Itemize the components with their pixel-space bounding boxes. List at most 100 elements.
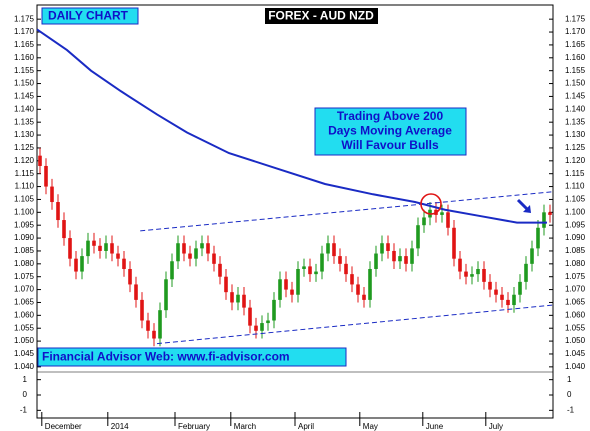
- y-tick-label: 1.050: [565, 336, 586, 345]
- candle-body: [344, 263, 348, 275]
- candle-body: [374, 253, 378, 269]
- candle-body: [182, 243, 186, 254]
- candle-body: [338, 256, 342, 264]
- x-tick-label: December: [45, 422, 82, 431]
- chart-title: FOREX - AUD NZD: [268, 9, 374, 23]
- candle-body: [452, 227, 456, 259]
- y-tick-label: 1.090: [14, 233, 35, 242]
- y-tick-label: 1.110: [15, 182, 35, 191]
- candle-body: [194, 248, 198, 259]
- candle-body: [218, 263, 222, 277]
- candle-body: [116, 253, 120, 259]
- y-tick-label: 1.055: [14, 323, 35, 332]
- x-tick-label: May: [363, 422, 378, 431]
- y-tick-label: 1.100: [565, 207, 586, 216]
- y-tick-label: 1.135: [565, 117, 586, 126]
- candle-body: [44, 165, 48, 187]
- candle-body: [242, 294, 246, 308]
- candle-body: [206, 243, 210, 254]
- candle-body: [230, 292, 234, 303]
- candle-body: [350, 274, 354, 285]
- candle-body: [80, 256, 84, 272]
- y-tick-label: 1.175: [565, 14, 586, 23]
- y-tick-label: 1.105: [565, 195, 586, 204]
- y-tick-label: 1.155: [565, 66, 586, 75]
- y-tick-label: 1.140: [14, 104, 35, 113]
- moving-average: [36, 28, 547, 224]
- candle-body: [98, 245, 102, 251]
- candle-body: [476, 268, 480, 275]
- y-tick-label: 1.070: [14, 285, 35, 294]
- y-tick-label: 1.115: [15, 169, 35, 178]
- candle-body: [68, 238, 72, 259]
- candle-body: [284, 279, 288, 290]
- y2-tick-label: 0: [567, 390, 572, 399]
- candle-body: [548, 212, 552, 215]
- y-tick-label: 1.060: [565, 310, 586, 319]
- candle-body: [524, 263, 528, 282]
- y-tick-label: 1.125: [14, 143, 35, 152]
- annotation-box: [314, 107, 467, 156]
- candle-body: [278, 279, 282, 300]
- y2-tick-label: -1: [567, 405, 575, 414]
- candle-body: [470, 274, 474, 277]
- candle-body: [416, 225, 420, 249]
- candle-body: [398, 256, 402, 262]
- candle-body: [62, 220, 66, 239]
- candle-body: [446, 212, 450, 228]
- y-tick-label: 1.080: [565, 259, 586, 268]
- candle-body: [458, 258, 462, 272]
- y-tick-label: 1.075: [565, 272, 586, 281]
- y-tick-label: 1.040: [14, 362, 35, 371]
- y-tick-label: 1.175: [14, 14, 35, 23]
- y-tick-label: 1.055: [565, 323, 586, 332]
- candle-body: [500, 294, 504, 300]
- annotation-line: Trading Above 200: [337, 109, 444, 123]
- candle-body: [104, 243, 108, 251]
- y-tick-label: 1.040: [565, 362, 586, 371]
- candle-body: [164, 279, 168, 311]
- y-tick-label: 1.050: [14, 336, 35, 345]
- candle-body: [188, 253, 192, 259]
- candle-body: [92, 240, 96, 246]
- x-tick-label: April: [298, 422, 314, 431]
- y-tick-label: 1.120: [14, 156, 35, 165]
- y-tick-label: 1.065: [565, 298, 586, 307]
- candle-body: [146, 320, 150, 331]
- candle-body: [386, 243, 390, 251]
- candle-body: [224, 276, 228, 293]
- y-tick-label: 1.085: [14, 246, 35, 255]
- subtitle-box: [41, 7, 139, 25]
- y-tick-label: 1.160: [565, 53, 586, 62]
- candle-body: [494, 289, 498, 295]
- candle-body: [212, 253, 216, 264]
- y-tick-label: 1.145: [565, 92, 586, 101]
- y-tick-label: 1.170: [14, 27, 35, 36]
- candle-body: [482, 268, 486, 282]
- y-tick-label: 1.095: [565, 220, 586, 229]
- x-tick-label: June: [426, 422, 444, 431]
- candle-body: [236, 294, 240, 303]
- x-tick-label: 2014: [111, 422, 129, 431]
- y-tick-label: 1.045: [14, 349, 35, 358]
- title-box: [265, 8, 378, 24]
- y-tick-label: 1.080: [14, 259, 35, 268]
- y2-tick-label: 1: [23, 375, 28, 384]
- candle-body: [158, 310, 162, 339]
- candle-body: [518, 281, 522, 295]
- y2-tick-label: -1: [20, 405, 28, 414]
- candle-body: [320, 253, 324, 272]
- y-tick-label: 1.160: [14, 53, 35, 62]
- candle-body: [110, 243, 114, 254]
- y-tick-label: 1.125: [565, 143, 586, 152]
- candle-body: [248, 307, 252, 326]
- candle-body: [410, 248, 414, 264]
- y-tick-label: 1.150: [14, 79, 35, 88]
- candle-body: [332, 243, 336, 257]
- y-tick-label: 1.085: [565, 246, 586, 255]
- y-tick-label: 1.115: [565, 169, 585, 178]
- candle-body: [512, 294, 516, 306]
- candle-body: [272, 299, 276, 321]
- y-tick-label: 1.045: [565, 349, 586, 358]
- candle-body: [134, 284, 138, 300]
